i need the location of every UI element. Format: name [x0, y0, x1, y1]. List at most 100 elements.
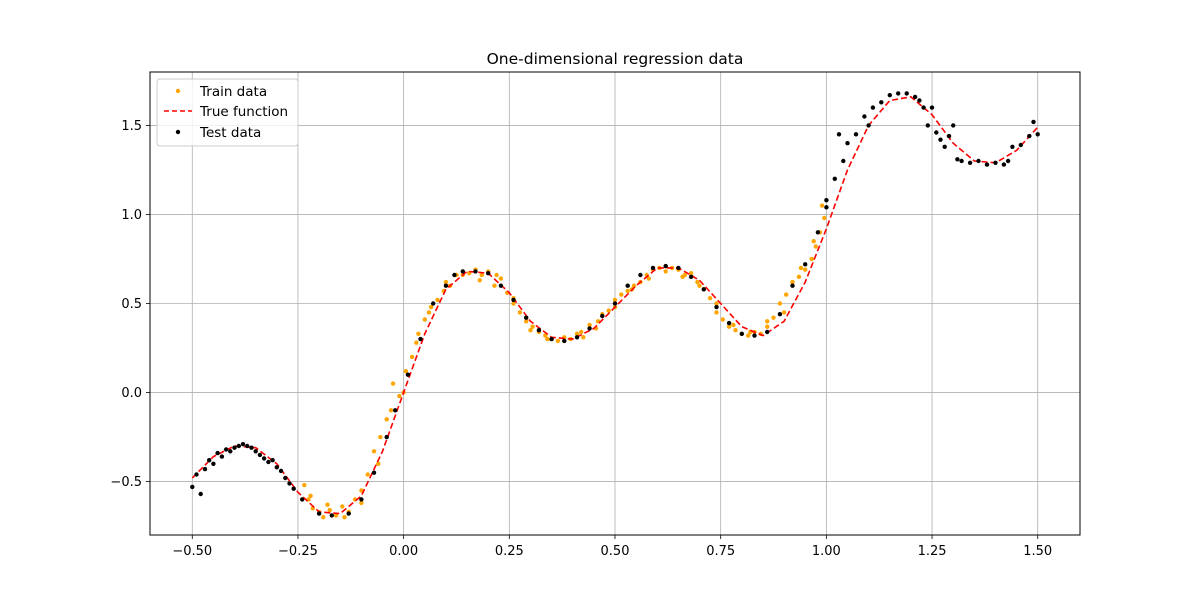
train-data-point	[414, 340, 419, 345]
test-data-point	[587, 326, 592, 331]
train-data-point	[321, 515, 326, 520]
train-data-point	[606, 308, 611, 313]
test-data-point	[359, 497, 364, 502]
test-data-point	[824, 198, 829, 203]
train-data-point	[479, 272, 484, 278]
test-data-point	[714, 304, 719, 310]
test-data-point	[274, 465, 279, 470]
train-data-point	[790, 279, 795, 285]
train-data-point	[545, 336, 550, 342]
train-data-point	[819, 203, 825, 208]
legend-marker-test	[175, 129, 181, 135]
test-data-point	[942, 144, 947, 149]
y-tick-label: 0.0	[121, 386, 142, 401]
train-data-point	[342, 515, 347, 520]
test-data-point	[452, 272, 457, 278]
test-data-point	[625, 283, 630, 288]
test-data-point	[824, 205, 829, 210]
legend: Train data True function Test data	[156, 78, 299, 147]
train-data-point	[555, 338, 561, 344]
train-data-point	[384, 417, 389, 422]
test-data-point	[194, 472, 199, 477]
test-data-point	[270, 458, 275, 463]
test-data-point	[316, 511, 322, 516]
train-data-point	[325, 502, 330, 507]
test-data-point	[1018, 142, 1023, 148]
test-data-point	[329, 513, 334, 518]
train-data-point	[409, 354, 415, 360]
test-data-point	[240, 442, 246, 447]
test-data-point	[232, 445, 237, 450]
legend-marker-train	[175, 88, 181, 94]
test-data-point	[266, 459, 271, 465]
train-data-point	[574, 331, 580, 336]
test-data-point	[904, 91, 909, 96]
test-data-point	[887, 93, 892, 98]
test-data-point	[278, 468, 284, 474]
train-data-point	[809, 256, 814, 262]
test-data-point	[215, 450, 220, 456]
test-data-point	[405, 372, 411, 377]
test-data-point	[300, 497, 305, 502]
test-data-point	[765, 329, 770, 335]
train-data-point	[530, 324, 535, 329]
test-data-point	[384, 434, 389, 440]
test-data-point	[955, 157, 960, 162]
y-tick-label: 1.0	[121, 208, 142, 223]
x-tick-label: −0.50	[172, 544, 212, 559]
test-data-point	[993, 160, 998, 165]
test-data-point	[249, 445, 254, 450]
test-data-point	[790, 283, 795, 288]
train-data-point	[426, 310, 432, 315]
axis-ticks: −0.50 −0.25 0.00 0.25 0.50 0.75 1.00 1.25 1.50 −0…	[110, 119, 1052, 559]
test-data-point	[959, 158, 964, 164]
test-data-point	[650, 265, 656, 271]
test-data-point	[752, 333, 757, 338]
test-data-point	[1031, 119, 1036, 125]
test-data-point	[600, 313, 605, 319]
test-data-point	[245, 443, 250, 449]
train-data-point	[365, 472, 370, 477]
series-line-true-function	[191, 96, 1039, 515]
test-data-point	[536, 328, 542, 333]
data-marks	[190, 91, 1040, 520]
test-data-point	[460, 269, 465, 274]
train-data-point	[543, 333, 548, 338]
test-data-point	[431, 301, 436, 306]
train-data-point	[798, 265, 804, 271]
train-data-point	[524, 319, 529, 324]
test-data-point	[896, 91, 901, 96]
test-data-point	[921, 105, 926, 110]
x-tick-label: 0.00	[389, 544, 418, 559]
train-data-point	[443, 279, 449, 285]
test-data-point	[934, 130, 939, 135]
test-data-point	[879, 100, 884, 105]
test-data-point	[917, 98, 922, 103]
test-data-point	[832, 176, 837, 181]
y-tick-label: −0.5	[110, 475, 142, 490]
test-data-point	[951, 123, 956, 128]
train-data-point	[333, 513, 339, 518]
test-data-point	[283, 475, 288, 481]
train-data-point	[813, 244, 818, 249]
test-data-point	[393, 408, 398, 413]
test-data-point	[663, 263, 668, 269]
test-data-point	[443, 283, 449, 288]
test-data-point	[853, 132, 859, 137]
test-data-point	[202, 466, 208, 472]
test-data-point	[841, 158, 846, 164]
test-data-point	[726, 320, 732, 326]
test-data-point	[261, 456, 267, 461]
train-data-point	[511, 301, 516, 306]
test-data-point	[612, 301, 618, 306]
x-tick-label: 1.50	[1023, 544, 1052, 559]
test-data-point	[574, 335, 580, 340]
test-data-point	[967, 160, 973, 165]
train-data-point	[340, 504, 345, 509]
test-data-point	[346, 511, 351, 516]
train-data-point	[625, 288, 630, 294]
train-data-point	[680, 274, 685, 279]
test-data-point	[676, 265, 681, 271]
train-data-point	[688, 271, 694, 276]
test-data-point	[228, 449, 233, 454]
